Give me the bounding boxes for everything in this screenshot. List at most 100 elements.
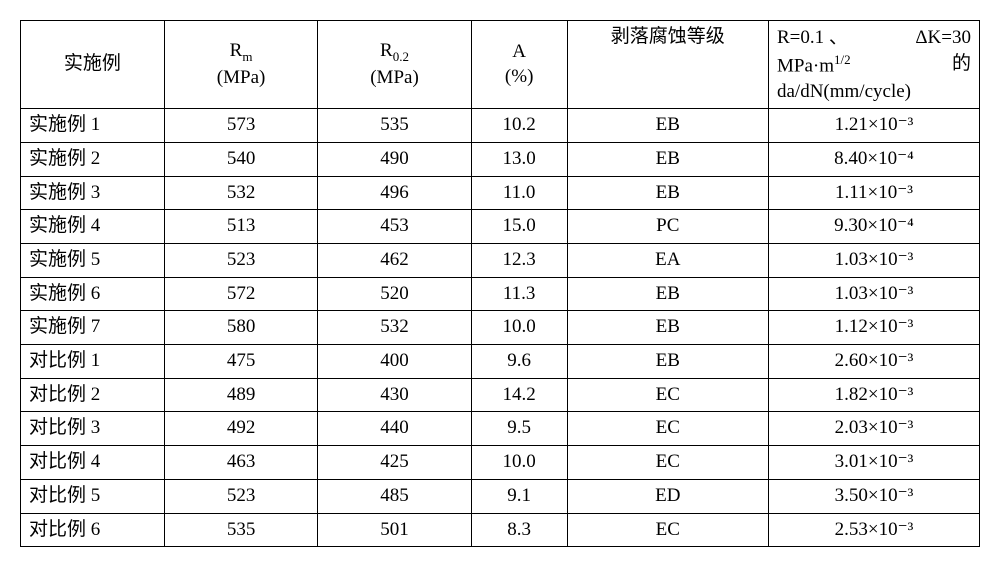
cell-a: 10.0: [471, 311, 567, 345]
table-row: 对比例 14754009.6EB2.60×10⁻³: [21, 345, 980, 379]
cell-dadn: 1.21×10⁻³: [768, 109, 979, 143]
rm-symbol: R: [230, 40, 243, 61]
cell-rm: 580: [164, 311, 317, 345]
cell-name: 实施例 4: [21, 210, 165, 244]
table-row: 实施例 451345315.0PC9.30×10⁻⁴: [21, 210, 980, 244]
cell-r02: 485: [318, 479, 471, 513]
cell-a: 11.3: [471, 277, 567, 311]
dadn-unit-left: MPa·m: [777, 55, 834, 76]
cell-corr: EC: [567, 446, 768, 480]
table-header-row: 实施例 Rm (MPa) R0.2 (MPa) A (%) 剥落腐蚀等级 R=0…: [21, 21, 980, 109]
dadn-sep: 、: [829, 27, 848, 48]
cell-name: 对比例 1: [21, 345, 165, 379]
cell-dadn: 9.30×10⁻⁴: [768, 210, 979, 244]
col-header-dadn: R=0.1 、 ΔK=30 MPa·m1/2 的 da/dN(mm/cycle): [768, 21, 979, 109]
data-table: 实施例 Rm (MPa) R0.2 (MPa) A (%) 剥落腐蚀等级 R=0…: [20, 20, 980, 547]
cell-dadn: 2.53×10⁻³: [768, 513, 979, 547]
col-header-corrosion: 剥落腐蚀等级: [567, 21, 768, 109]
cell-name: 对比例 4: [21, 446, 165, 480]
cell-a: 10.2: [471, 109, 567, 143]
dadn-de: 的: [952, 51, 971, 79]
table-row: 实施例 353249611.0EB1.11×10⁻³: [21, 176, 980, 210]
dadn-line3: da/dN(mm/cycle): [777, 79, 971, 105]
col-header-r02: R0.2 (MPa): [318, 21, 471, 109]
table-row: 实施例 758053210.0EB1.12×10⁻³: [21, 311, 980, 345]
cell-r02: 535: [318, 109, 471, 143]
cell-r02: 501: [318, 513, 471, 547]
table-row: 对比例 34924409.5EC2.03×10⁻³: [21, 412, 980, 446]
cell-a: 15.0: [471, 210, 567, 244]
dadn-dk: ΔK=30: [915, 25, 971, 51]
cell-name: 对比例 3: [21, 412, 165, 446]
cell-r02: 496: [318, 176, 471, 210]
cell-name: 实施例 6: [21, 277, 165, 311]
table-row: 对比例 446342510.0EC3.01×10⁻³: [21, 446, 980, 480]
cell-name: 实施例 5: [21, 244, 165, 278]
cell-corr: EB: [567, 176, 768, 210]
cell-corr: PC: [567, 210, 768, 244]
cell-rm: 535: [164, 513, 317, 547]
cell-r02: 532: [318, 311, 471, 345]
cell-a: 9.1: [471, 479, 567, 513]
cell-a: 8.3: [471, 513, 567, 547]
col-header-rm: Rm (MPa): [164, 21, 317, 109]
cell-corr: EB: [567, 345, 768, 379]
cell-dadn: 8.40×10⁻⁴: [768, 142, 979, 176]
cell-rm: 513: [164, 210, 317, 244]
a-symbol: A: [512, 41, 526, 62]
cell-name: 实施例 1: [21, 109, 165, 143]
table-row: 实施例 657252011.3EB1.03×10⁻³: [21, 277, 980, 311]
cell-corr: EB: [567, 142, 768, 176]
cell-dadn: 1.03×10⁻³: [768, 277, 979, 311]
cell-r02: 400: [318, 345, 471, 379]
cell-rm: 572: [164, 277, 317, 311]
table-header: 实施例 Rm (MPa) R0.2 (MPa) A (%) 剥落腐蚀等级 R=0…: [21, 21, 980, 109]
cell-a: 12.3: [471, 244, 567, 278]
cell-dadn: 2.60×10⁻³: [768, 345, 979, 379]
cell-corr: EC: [567, 412, 768, 446]
table-row: 对比例 55234859.1ED3.50×10⁻³: [21, 479, 980, 513]
cell-rm: 532: [164, 176, 317, 210]
cell-r02: 430: [318, 378, 471, 412]
cell-name: 对比例 5: [21, 479, 165, 513]
cell-rm: 463: [164, 446, 317, 480]
cell-rm: 523: [164, 244, 317, 278]
cell-a: 14.2: [471, 378, 567, 412]
r02-unit: (MPa): [370, 67, 419, 88]
cell-corr: EB: [567, 277, 768, 311]
cell-name: 对比例 2: [21, 378, 165, 412]
a-unit: (%): [505, 66, 533, 87]
cell-rm: 475: [164, 345, 317, 379]
table-row: 实施例 552346212.3EA1.03×10⁻³: [21, 244, 980, 278]
table-body: 实施例 157353510.2EB1.21×10⁻³实施例 254049013.…: [21, 109, 980, 547]
cell-r02: 425: [318, 446, 471, 480]
cell-rm: 489: [164, 378, 317, 412]
cell-a: 9.5: [471, 412, 567, 446]
rm-sub: m: [242, 49, 252, 64]
cell-r02: 520: [318, 277, 471, 311]
table-row: 对比例 248943014.2EC1.82×10⁻³: [21, 378, 980, 412]
cell-name: 实施例 2: [21, 142, 165, 176]
cell-dadn: 3.50×10⁻³: [768, 479, 979, 513]
dadn-r: R=0.1: [777, 27, 824, 48]
cell-dadn: 1.03×10⁻³: [768, 244, 979, 278]
cell-a: 11.0: [471, 176, 567, 210]
cell-name: 实施例 3: [21, 176, 165, 210]
cell-corr: EC: [567, 378, 768, 412]
data-table-container: 实施例 Rm (MPa) R0.2 (MPa) A (%) 剥落腐蚀等级 R=0…: [20, 20, 980, 547]
table-row: 对比例 65355018.3EC2.53×10⁻³: [21, 513, 980, 547]
r02-sub: 0.2: [393, 49, 409, 64]
cell-r02: 462: [318, 244, 471, 278]
cell-corr: ED: [567, 479, 768, 513]
rm-unit: (MPa): [217, 67, 266, 88]
cell-a: 10.0: [471, 446, 567, 480]
cell-dadn: 2.03×10⁻³: [768, 412, 979, 446]
cell-r02: 453: [318, 210, 471, 244]
col-header-a: A (%): [471, 21, 567, 109]
cell-rm: 573: [164, 109, 317, 143]
cell-a: 9.6: [471, 345, 567, 379]
r02-symbol: R: [380, 40, 393, 61]
cell-corr: EB: [567, 109, 768, 143]
cell-name: 实施例 7: [21, 311, 165, 345]
table-row: 实施例 157353510.2EB1.21×10⁻³: [21, 109, 980, 143]
